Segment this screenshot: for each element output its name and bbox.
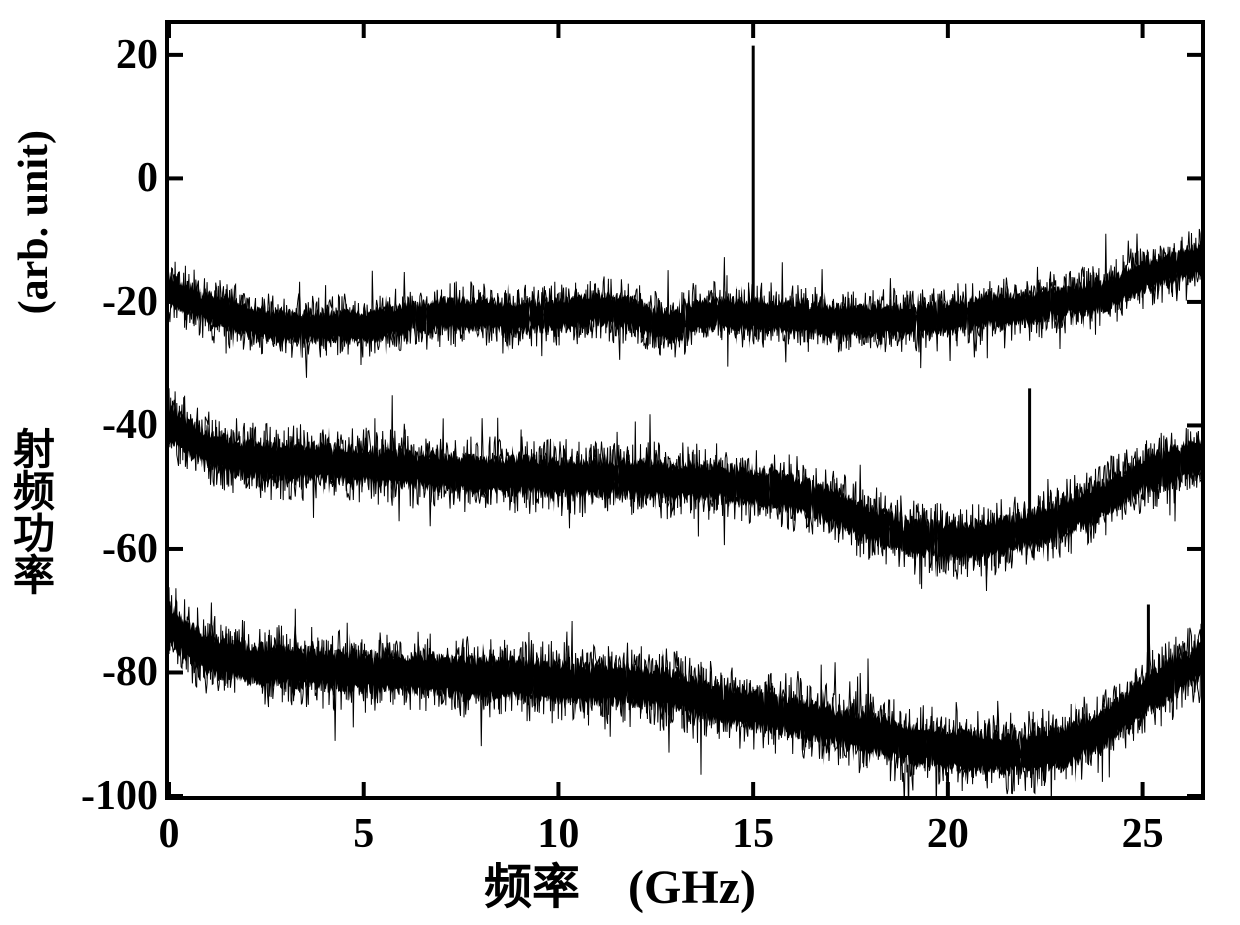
y-axis-cjk-label: 射频功率 bbox=[10, 430, 58, 598]
y-tick-label: -100 bbox=[81, 772, 158, 820]
y-tick-label: -40 bbox=[102, 401, 158, 449]
y-tick-label: -80 bbox=[102, 648, 158, 696]
data-svg bbox=[169, 24, 1201, 796]
x-tick-label: 15 bbox=[732, 810, 774, 858]
y-tick-label: 0 bbox=[137, 154, 158, 202]
x-unit-text: (GHz) bbox=[628, 861, 756, 914]
x-tick-label: 5 bbox=[353, 810, 374, 858]
x-tick-label: 10 bbox=[537, 810, 579, 858]
x-tick-label: 0 bbox=[159, 810, 180, 858]
y-tick-label: -20 bbox=[102, 278, 158, 326]
spectrum-chart: (arb. unit) 射频功率 频率 (GHz) -100 -80 -60 -40 -… bbox=[0, 0, 1240, 925]
x-tick-label: 20 bbox=[927, 810, 969, 858]
x-axis-label: 频率 (GHz) bbox=[0, 847, 1240, 917]
y-tick-label: -60 bbox=[102, 525, 158, 573]
x-cjk-text: 频率 bbox=[484, 861, 580, 914]
y-axis-unit-label: (arb. unit) bbox=[10, 130, 58, 314]
y-unit-text: (arb. unit) bbox=[10, 130, 58, 314]
x-tick-label: 25 bbox=[1122, 810, 1164, 858]
y-tick-label: 20 bbox=[116, 31, 158, 79]
plot-area bbox=[165, 20, 1205, 800]
